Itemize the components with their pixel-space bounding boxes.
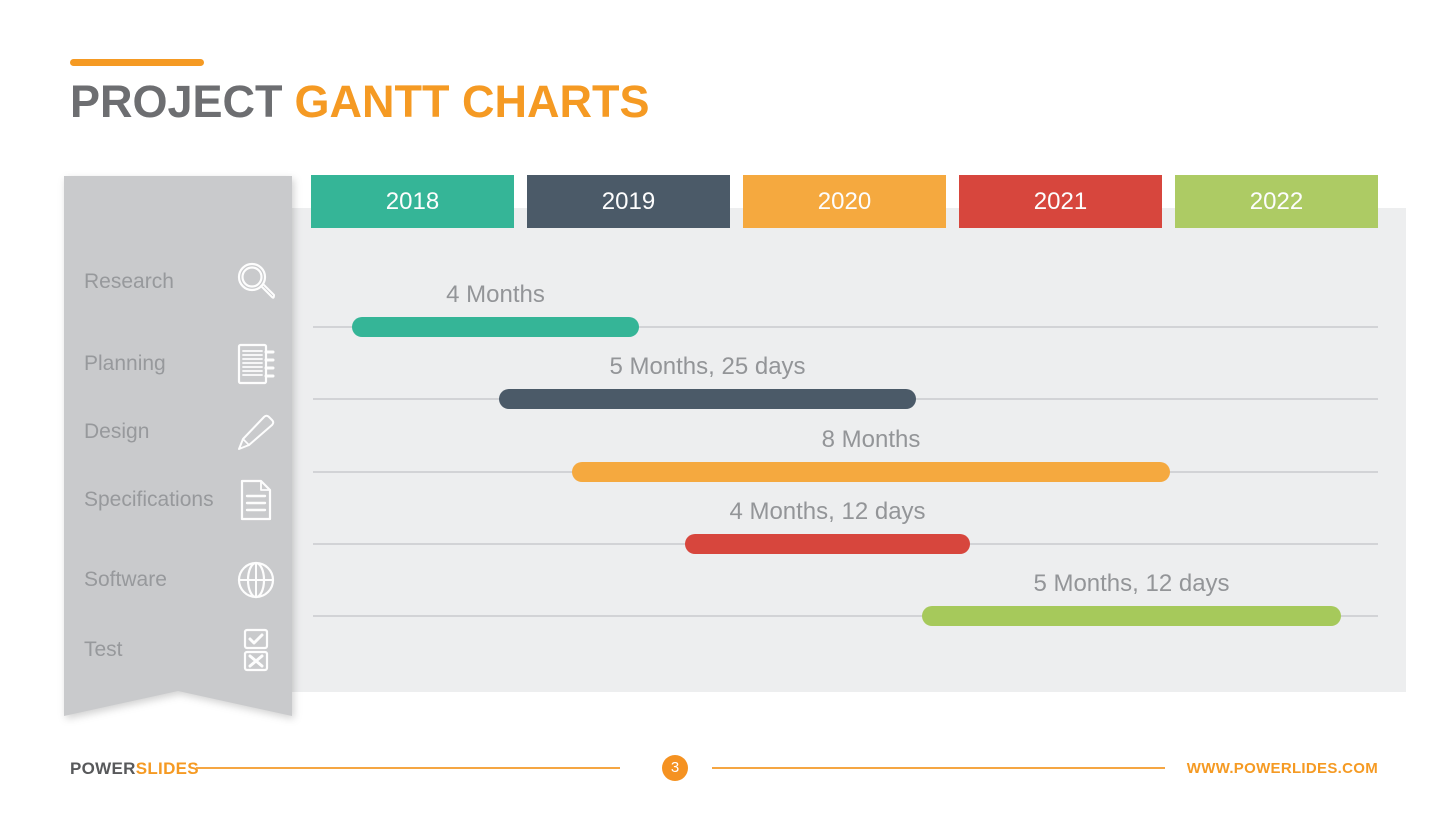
footer-brand-part2: SLIDES	[135, 759, 199, 778]
globe-icon	[230, 558, 282, 602]
sidebar-item-design: Design	[64, 408, 292, 456]
pencil-icon	[230, 410, 282, 454]
year-header-2018: 2018	[311, 175, 514, 228]
gantt-bar-0	[352, 317, 639, 337]
sidebar-ribbon: Research Planning Design	[64, 176, 292, 716]
page-title-part2: GANTT CHARTS	[294, 76, 650, 127]
footer-brand-part1: POWER	[70, 759, 136, 778]
checkboxes-icon	[230, 627, 282, 673]
title-accent-bar	[70, 59, 204, 66]
sidebar-background	[64, 176, 292, 716]
gantt-bar-label-4: 5 Months, 12 days	[1033, 570, 1230, 597]
gantt-bar-label-3: 4 Months, 12 days	[729, 498, 926, 525]
gantt-bar-label-1: 5 Months, 25 days	[609, 353, 806, 380]
footer-divider-left	[196, 767, 620, 769]
gantt-bar-3	[685, 534, 970, 554]
year-header-2019: 2019	[527, 175, 730, 228]
sidebar-item-software: Software	[64, 556, 292, 604]
document-icon	[230, 477, 282, 523]
sidebar-item-test: Test	[64, 626, 292, 674]
magnifier-icon	[230, 259, 282, 305]
page-number-badge: 3	[662, 755, 688, 781]
footer-divider-right	[712, 767, 1165, 769]
sidebar-item-label: Research	[84, 270, 174, 293]
gantt-track-4	[313, 615, 1378, 617]
gantt-track-0	[313, 326, 1378, 328]
page-title-part1: PROJECT	[70, 76, 283, 127]
gantt-panel: 2018 2019 2020 2021 2022 4 Months 5 Months, 25…	[290, 175, 1406, 692]
year-header-2022: 2022	[1175, 175, 1378, 228]
gantt-bar-label-2: 8 Months	[821, 426, 921, 453]
page-title: PROJECT GANTT CHARTS	[70, 76, 650, 128]
sidebar-item-research: Research	[64, 258, 292, 306]
year-header-2020: 2020	[743, 175, 946, 228]
sidebar-item-label: Software	[84, 568, 167, 591]
sidebar-item-label: Test	[84, 638, 123, 661]
footer-website: WWW.POWERLIDES.COM	[1186, 760, 1378, 777]
sidebar-item-label: Planning	[84, 352, 166, 375]
sidebar-item-label: Design	[84, 420, 150, 443]
gantt-bar-2	[572, 462, 1170, 482]
year-header-2021: 2021	[959, 175, 1162, 228]
footer-brand: POWERSLIDES	[70, 759, 199, 779]
sidebar-item-label: Specifications	[84, 488, 214, 511]
gantt-bar-label-0: 4 Months	[446, 281, 545, 308]
sidebar-item-specifications: Specifications	[64, 476, 292, 524]
sidebar-item-planning: Planning	[64, 340, 292, 388]
gantt-bar-4	[922, 606, 1341, 626]
notebook-icon	[230, 341, 282, 387]
gantt-bar-1	[499, 389, 916, 409]
